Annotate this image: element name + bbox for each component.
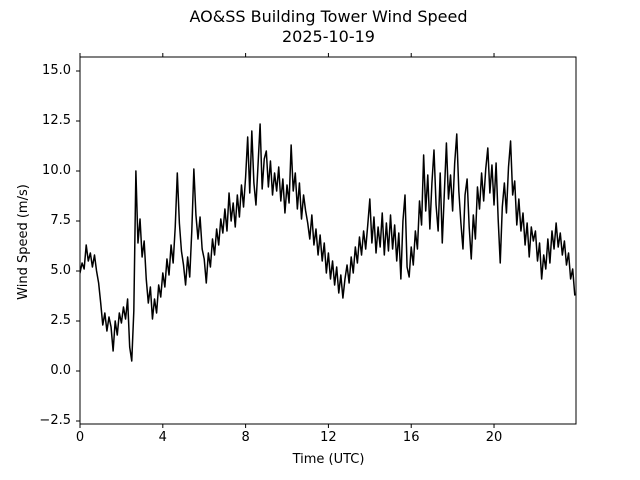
chart-title: AO&SS Building Tower Wind Speed — [189, 7, 468, 26]
x-tick-label: 12 — [320, 430, 337, 445]
y-tick-label: 7.5 — [50, 213, 71, 228]
x-tick-label: 8 — [241, 430, 250, 445]
chart-subtitle-date: 2025-10-19 — [282, 27, 375, 46]
x-tick-label: 0 — [75, 430, 85, 445]
y-tick-label: 0.0 — [50, 363, 71, 378]
wind-speed-line — [80, 123, 576, 362]
y-tick-label: −2.5 — [39, 413, 71, 428]
y-tick-label: 5.0 — [50, 263, 71, 278]
y-tick-label: 15.0 — [42, 63, 71, 78]
y-tick-label: 12.5 — [42, 113, 71, 128]
x-tick-label: 4 — [158, 430, 167, 445]
x-tick-label: 20 — [485, 430, 503, 445]
y-tick-label: 10.0 — [42, 163, 71, 178]
y-tick-label: 2.5 — [50, 313, 71, 328]
x-axis-label: Time (UTC) — [292, 452, 365, 467]
x-tick-label: 16 — [402, 430, 420, 445]
